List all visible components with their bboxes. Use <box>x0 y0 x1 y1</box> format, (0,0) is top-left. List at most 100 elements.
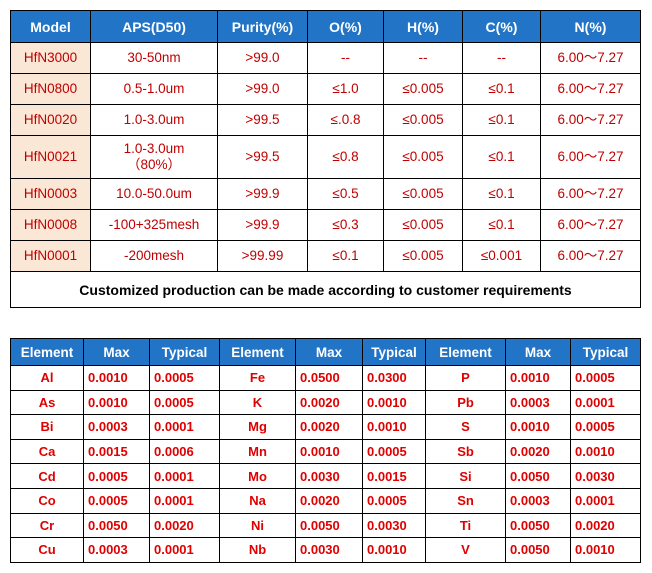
max-value-cell: 0.0005 <box>83 463 150 489</box>
element-symbol-cell: Mo <box>219 463 296 489</box>
element-row: Al 0.0010 0.0005 Fe 0.0500 0.0300 P 0.0010 0.000… <box>10 365 641 391</box>
element-symbol-cell: Fe <box>219 365 296 391</box>
header-typical: Typical <box>570 338 641 366</box>
typical-value-cell: 0.0005 <box>149 365 220 391</box>
spec-row: HfN0021 1.0-3.0um （80%） >99.5 ≤0.8 ≤0.00… <box>10 135 641 179</box>
element-row: Co 0.0005 0.0001 Na 0.0020 0.0005 Sn 0.0003 0.00… <box>10 487 641 514</box>
element-symbol-cell: Co <box>10 487 84 514</box>
typical-value-cell: 0.0020 <box>149 512 220 539</box>
element-symbol-cell: Na <box>219 487 296 514</box>
max-value-cell: 0.0050 <box>505 463 571 489</box>
carbon-cell: ≤0.1 <box>462 104 541 136</box>
model-cell: HfN0003 <box>10 178 91 210</box>
max-value-cell: 0.0003 <box>505 487 571 514</box>
max-value-cell: 0.0003 <box>83 414 150 440</box>
model-cell: HfN0020 <box>10 104 91 136</box>
header-aps: APS(D50) <box>90 10 218 43</box>
max-value-cell: 0.0003 <box>505 389 571 416</box>
max-value-cell: 0.0010 <box>295 438 363 465</box>
carbon-cell: ≤0.001 <box>462 240 541 272</box>
typical-value-cell: 0.0001 <box>149 414 220 440</box>
oxygen-cell: ≤0.5 <box>307 178 384 210</box>
model-cell: HfN0008 <box>10 209 91 241</box>
max-value-cell: 0.0050 <box>295 512 363 539</box>
typical-value-cell: 0.0001 <box>149 487 220 514</box>
max-value-cell: 0.0050 <box>505 512 571 539</box>
max-value-cell: 0.0500 <box>295 365 363 391</box>
element-symbol-cell: Cu <box>10 537 84 563</box>
oxygen-cell: ≤0.3 <box>307 209 384 241</box>
element-symbol-cell: P <box>425 365 506 391</box>
header-element: Element <box>10 338 84 366</box>
hydrogen-cell: ≤0.005 <box>383 135 463 179</box>
element-symbol-cell: S <box>425 414 506 440</box>
header-max: Max <box>505 338 571 366</box>
element-table: Element Max Typical Element Max Typical … <box>10 338 641 563</box>
max-value-cell: 0.0020 <box>505 438 571 465</box>
spec-row: HfN0800 0.5-1.0um >99.0 ≤1.0 ≤0.005 ≤0.1… <box>10 73 641 105</box>
max-value-cell: 0.0030 <box>295 463 363 489</box>
purity-cell: >99.5 <box>217 135 308 179</box>
header-max: Max <box>83 338 150 366</box>
typical-value-cell: 0.0001 <box>570 389 641 416</box>
aps-percentage: （80%） <box>126 157 182 172</box>
oxygen-cell: ≤0.1 <box>307 240 384 272</box>
hydrogen-cell: ≤0.005 <box>383 73 463 105</box>
nitrogen-cell: 6.00～7.27 <box>540 178 641 210</box>
element-symbol-cell: Sn <box>425 487 506 514</box>
spec-row: HfN0020 1.0-3.0um >99.5 ≤.0.8 ≤0.005 ≤0.… <box>10 104 641 136</box>
max-value-cell: 0.0050 <box>505 537 571 563</box>
hydrogen-cell: ≤0.005 <box>383 209 463 241</box>
aps-cell: 10.0-50.0um <box>90 178 218 210</box>
header-purity: Purity(%) <box>217 10 308 43</box>
header-typical: Typical <box>149 338 220 366</box>
model-cell: HfN0021 <box>10 135 91 179</box>
carbon-cell: -- <box>462 42 541 74</box>
max-value-cell: 0.0005 <box>83 487 150 514</box>
typical-value-cell: 0.0010 <box>362 389 426 416</box>
max-value-cell: 0.0010 <box>505 414 571 440</box>
aps-cell: 1.0-3.0um <box>90 104 218 136</box>
element-symbol-cell: Cd <box>10 463 84 489</box>
spec-row: HfN0008 -100+325mesh >99.9 ≤0.3 ≤0.005 ≤… <box>10 209 641 241</box>
header-hydrogen: H(%) <box>383 10 463 43</box>
hydrogen-cell: ≤0.005 <box>383 104 463 136</box>
customization-note: Customized production can be made accord… <box>10 271 641 308</box>
header-typical: Typical <box>362 338 426 366</box>
nitrogen-cell: 6.00～7.27 <box>540 104 641 136</box>
purity-cell: >99.9 <box>217 178 308 210</box>
typical-value-cell: 0.0006 <box>149 438 220 465</box>
element-symbol-cell: As <box>10 389 84 416</box>
spec-row: HfN3000 30-50nm >99.0 -- -- -- 6.00～7.27 <box>10 42 641 74</box>
max-value-cell: 0.0010 <box>83 365 150 391</box>
nitrogen-cell: 6.00～7.27 <box>540 135 641 179</box>
element-row: As 0.0010 0.0005 K 0.0020 0.0010 Pb 0.0003 0.000… <box>10 389 641 416</box>
element-row: Ca 0.0015 0.0006 Mn 0.0010 0.0005 Sb 0.0020 0.00… <box>10 438 641 465</box>
header-max: Max <box>295 338 363 366</box>
typical-value-cell: 0.0010 <box>570 438 641 465</box>
header-nitrogen: N(%) <box>540 10 641 43</box>
spec-row: HfN0003 10.0-50.0um >99.9 ≤0.5 ≤0.005 ≤0… <box>10 178 641 210</box>
model-cell: HfN3000 <box>10 42 91 74</box>
hydrogen-cell: ≤0.005 <box>383 178 463 210</box>
typical-value-cell: 0.0005 <box>570 414 641 440</box>
element-row: Cu 0.0003 0.0001 Nb 0.0030 0.0010 V 0.0050 0.001… <box>10 537 641 563</box>
typical-value-cell: 0.0020 <box>570 512 641 539</box>
typical-value-cell: 0.0001 <box>570 487 641 514</box>
typical-value-cell: 0.0015 <box>362 463 426 489</box>
carbon-cell: ≤0.1 <box>462 135 541 179</box>
element-symbol-cell: Mg <box>219 414 296 440</box>
typical-value-cell: 0.0001 <box>149 537 220 563</box>
typical-value-cell: 0.0005 <box>362 487 426 514</box>
model-cell: HfN0001 <box>10 240 91 272</box>
max-value-cell: 0.0010 <box>505 365 571 391</box>
nitrogen-cell: 6.00～7.27 <box>540 42 641 74</box>
max-value-cell: 0.0020 <box>295 389 363 416</box>
element-row: Bi 0.0003 0.0001 Mg 0.0020 0.0010 S 0.0010 0.000… <box>10 414 641 440</box>
typical-value-cell: 0.0001 <box>149 463 220 489</box>
element-symbol-cell: Ti <box>425 512 506 539</box>
header-element: Element <box>219 338 296 366</box>
element-symbol-cell: Pb <box>425 389 506 416</box>
purity-cell: >99.0 <box>217 73 308 105</box>
aps-cell: 0.5-1.0um <box>90 73 218 105</box>
